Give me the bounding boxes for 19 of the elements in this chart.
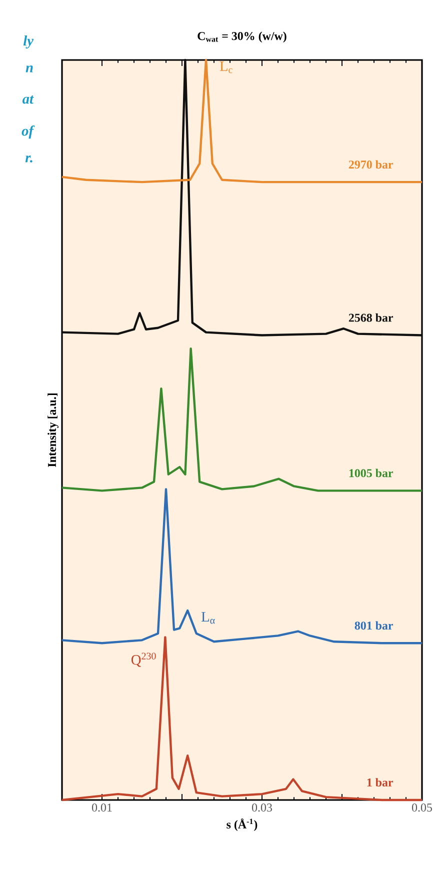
text: n: [26, 66, 33, 72]
annotation: L$_{c}$: [220, 62, 232, 74]
x-tick-label: 0.01: [92, 804, 112, 812]
text: r.: [25, 156, 32, 162]
annotation: L$_{α}$: [201, 612, 215, 624]
x-tick-label: 0.03: [252, 804, 272, 812]
text: at: [22, 96, 34, 104]
text: ly: [23, 36, 34, 49]
series-label: 801 bar: [354, 621, 394, 630]
chart-title: C$_{wat}$ = 30% (w/w): [198, 32, 286, 43]
text: of: [22, 126, 35, 139]
x-tick-label: 0.05: [412, 804, 432, 812]
series-label: 2970 bar: [348, 160, 394, 169]
series-label: 2568 bar: [348, 313, 394, 322]
x-axis-title: s (Å$^{-1}$): [226, 818, 258, 831]
y-axis-title: Intensity [a.u.]: [48, 394, 58, 467]
series-label: 1 bar: [367, 778, 394, 787]
annotation: Q$^{230}$: [131, 652, 156, 667]
series-label: 1005 bar: [349, 468, 394, 478]
